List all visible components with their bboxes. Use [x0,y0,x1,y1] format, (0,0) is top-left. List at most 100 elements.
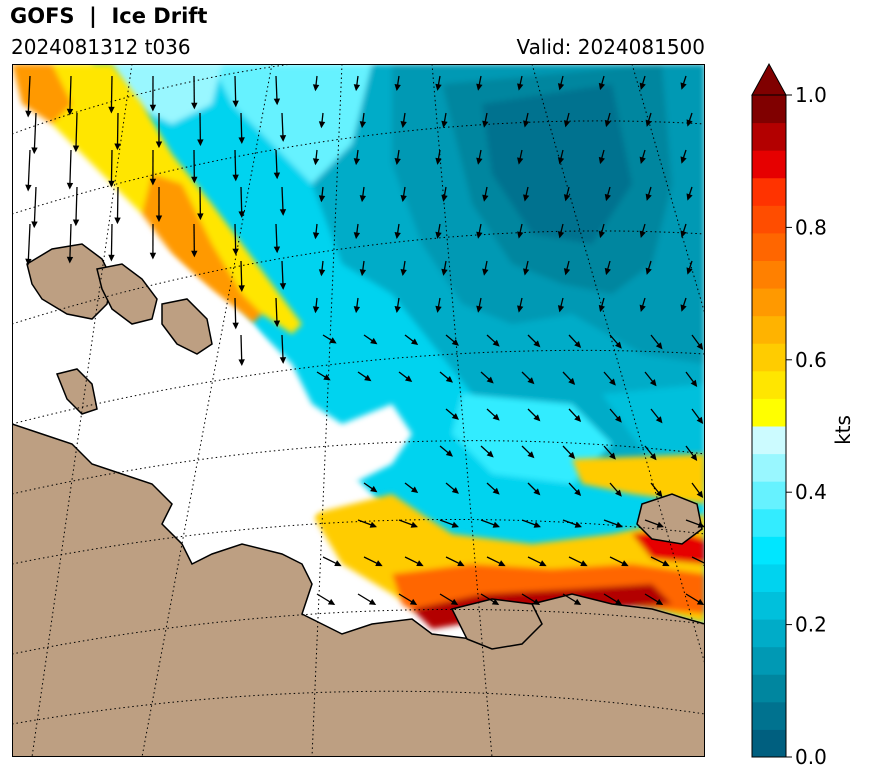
drift-arrow-head [451,413,459,420]
drift-arrow-head [232,248,239,256]
drift-arrow-head [574,414,582,423]
drift-arrow-head [370,337,378,345]
drift-arrow-head [649,453,657,461]
colorbar-band [752,453,786,482]
drift-arrow-head [492,487,500,495]
drift-arrow-head [517,305,524,313]
drift-arrow-head [533,414,541,422]
drift-arrow-head [690,379,698,387]
drift-arrow-head [533,521,541,528]
colorbar-tick-label: 0.4 [795,480,827,504]
valid-time-label: Valid: 2024081500 [516,35,705,59]
drift-arrow-head [604,119,611,128]
drift-arrow-head [394,305,401,314]
plot-title: GOFS | Ice Drift [10,4,208,28]
drift-arrow-head [416,560,424,567]
island-east [636,493,703,545]
drift-arrow-head [604,267,611,276]
drift-arrow-head [639,304,646,312]
island-small-west [55,368,98,415]
drift-arrow-head [450,598,459,606]
colorbar-band [752,232,786,261]
drift-arrow-head [394,157,401,166]
drift-arrow-head [66,108,74,116]
drift-arrow-head [445,450,453,457]
drift-arrow-head [149,252,157,260]
drift-arrow [110,149,113,186]
map-frame [12,64,705,757]
drift-arrow-head [604,193,611,202]
colorbar-band [752,701,786,730]
colorbar-band [752,674,786,703]
drift-arrow-head [155,215,163,223]
run-time-label: 2024081312 t036 [11,35,191,59]
drift-arrow-head [353,158,361,166]
drift-arrow-head [72,219,80,227]
drift-arrow-head [680,82,687,90]
drift-arrow-head [149,178,157,186]
drift-arrow-head [523,120,530,128]
island-south-central [450,598,543,650]
drift-arrow [33,112,37,153]
island-northwest-a [26,243,113,320]
drift-arrow-head [645,267,652,275]
drift-arrow-head [312,84,320,92]
colorbar-band [752,508,786,537]
drift-arrow-head [238,359,245,367]
drift-arrow-head [655,598,664,606]
drift-arrow-head [410,338,419,346]
drift-arrow-head [25,110,32,118]
drift-arrow-head [655,416,663,424]
drift-arrow-head [404,375,413,382]
drift-arrow-head [370,485,378,493]
drift-arrow-head [410,521,418,528]
drift-arrow-head [539,560,547,567]
drift-arrow-head [486,450,494,458]
drift-arrow-head [615,521,623,528]
drift-arrow-head [517,231,524,239]
drift-arrow-head [445,376,453,383]
drift-arrow-head [696,598,705,606]
drift-arrow-head [517,157,524,165]
drift-arrow-head [353,84,361,92]
drift-arrow [33,186,37,227]
drift-arrow-head [353,232,361,240]
drift-arrow-head [31,221,38,229]
colorbar-tick-label: 0.6 [795,348,827,372]
drift-arrow-head [697,521,705,528]
colorbar-band [752,95,786,124]
drift-vectors [25,75,705,606]
drift-arrow-head [568,451,576,459]
drift-arrow-head [686,119,693,127]
colorbar-tick-label: 0.8 [795,215,827,239]
drift-arrow-head [334,560,342,567]
drift-arrow-head [25,184,32,192]
drift-arrow-head [114,217,121,225]
drift-arrow-head [482,120,489,128]
drift-arrow-head [557,231,565,239]
drift-arrow-head [155,141,163,149]
drift-arrow-head [476,231,483,239]
drift-arrow-head [656,521,664,528]
drift-arrow-head [680,304,687,312]
colorbar-band [752,260,786,289]
drift-arrow-head [197,213,204,221]
drift-arrow [69,75,72,115]
drift-arrow-head [400,268,407,277]
drift-arrow-head [486,376,494,384]
drift-arrow [27,149,31,191]
drift-arrow-head [498,560,506,567]
drift-arrow-head [482,194,489,202]
drift-arrow-head [517,83,524,91]
drift-arrow-head [400,120,407,129]
colorbar-band [752,370,786,399]
drift-arrow-head [410,486,419,494]
drift-arrow-head [273,172,281,180]
drift-arrow [75,112,78,151]
drift-arrow [110,223,113,260]
drift-arrow-head [273,98,281,106]
drift-arrow-head [457,560,465,567]
drift-arrow-head [72,145,80,153]
drift-arrow-head [400,194,407,203]
drift-arrow-head [312,306,320,314]
